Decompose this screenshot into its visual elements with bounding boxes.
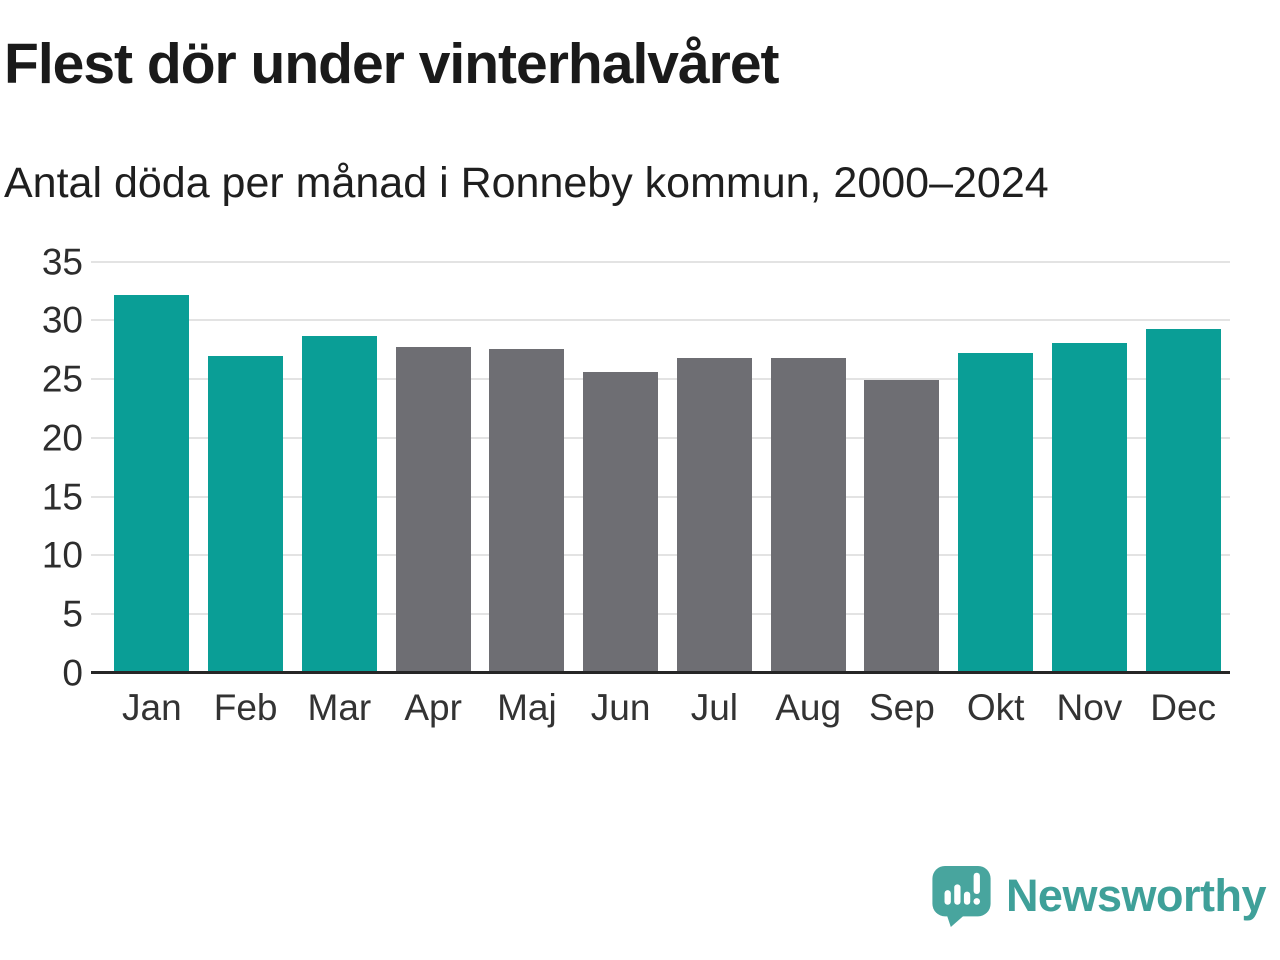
plot-area: [91, 260, 1230, 674]
bar-sep: [864, 380, 940, 673]
gridline-5: [91, 612, 1230, 615]
x-tick-label-maj: Maj: [497, 686, 557, 728]
y-tick-label-30: 30: [41, 299, 83, 341]
bar-slot-nov: [1043, 262, 1137, 673]
y-tick-label-15: 15: [41, 476, 83, 518]
bar-slot-feb: [199, 262, 293, 673]
bar-mar: [301, 335, 377, 673]
bar-okt: [958, 353, 1034, 673]
x-tick-label-okt: Okt: [966, 686, 1025, 728]
bar-jan: [114, 294, 190, 673]
bars-group: [105, 262, 1230, 673]
y-axis: 0 5 10 15 20 25 30 35: [0, 243, 105, 691]
x-axis-line: [91, 670, 1230, 674]
gridline-20: [91, 436, 1230, 439]
x-tick-label-nov: Nov: [1056, 686, 1123, 728]
y-tick-label-35: 35: [41, 241, 83, 283]
newsworthy-speech-bubble-chart-icon: [932, 865, 991, 928]
bar-nov: [1051, 342, 1127, 673]
bar-slot-mar: [293, 262, 387, 673]
gridline-25: [91, 378, 1230, 381]
x-tick-label-sep: Sep: [868, 686, 935, 728]
x-tick-label-mar: Mar: [307, 686, 372, 728]
bar-jun: [583, 372, 659, 673]
bar-slot-jul: [668, 262, 762, 673]
x-tick-label-jun: Jun: [590, 686, 651, 728]
x-tick-label-feb: Feb: [213, 686, 278, 728]
x-tick-label-dec: Dec: [1150, 686, 1217, 728]
y-tick-label-5: 5: [62, 593, 83, 635]
gridline-35: [91, 260, 1230, 263]
x-axis: Jan Feb Mar Apr Maj Jun Jul Aug Sep Okt Nov Dec: [105, 687, 1230, 729]
bar-chart: 0 5 10 15 20 25 30 35 Jan Feb Mar Apr Maj Jun Jul Aug S…: [0, 243, 1230, 729]
bar-slot-maj: [480, 262, 574, 673]
bar-slot-sep: [855, 262, 949, 673]
y-tick-label-0: 0: [62, 652, 83, 694]
gridline-15: [91, 495, 1230, 498]
bar-aug: [770, 357, 846, 673]
newsworthy-logo: Newsworthy: [930, 864, 1267, 928]
bar-apr: [395, 347, 471, 673]
x-tick-label-jan: Jan: [122, 686, 182, 728]
bar-feb: [208, 355, 284, 673]
bar-slot-okt: [949, 262, 1043, 673]
chart-title: Flest dör under vinterhalvåret: [4, 32, 780, 96]
bar-jul: [676, 357, 752, 673]
bar-slot-apr: [386, 262, 480, 673]
bar-dec: [1145, 328, 1221, 673]
y-tick-label-25: 25: [41, 358, 83, 400]
gridline-10: [91, 554, 1230, 557]
bar-slot-dec: [1136, 262, 1230, 673]
x-tick-label-jul: Jul: [690, 686, 739, 728]
bar-slot-jun: [574, 262, 668, 673]
bar-maj: [489, 348, 565, 673]
x-tick-label-apr: Apr: [404, 686, 462, 728]
x-tick-label-aug: Aug: [775, 686, 842, 728]
bar-slot-aug: [761, 262, 855, 673]
y-tick-label-20: 20: [41, 417, 83, 459]
chart-subtitle: Antal döda per månad i Ronneby kommun, 2…: [4, 159, 1049, 208]
y-tick-label-10: 10: [41, 534, 83, 576]
gridline-30: [91, 319, 1230, 322]
newsworthy-wordmark: Newsworthy: [1005, 870, 1267, 921]
bar-slot-jan: [105, 262, 199, 673]
